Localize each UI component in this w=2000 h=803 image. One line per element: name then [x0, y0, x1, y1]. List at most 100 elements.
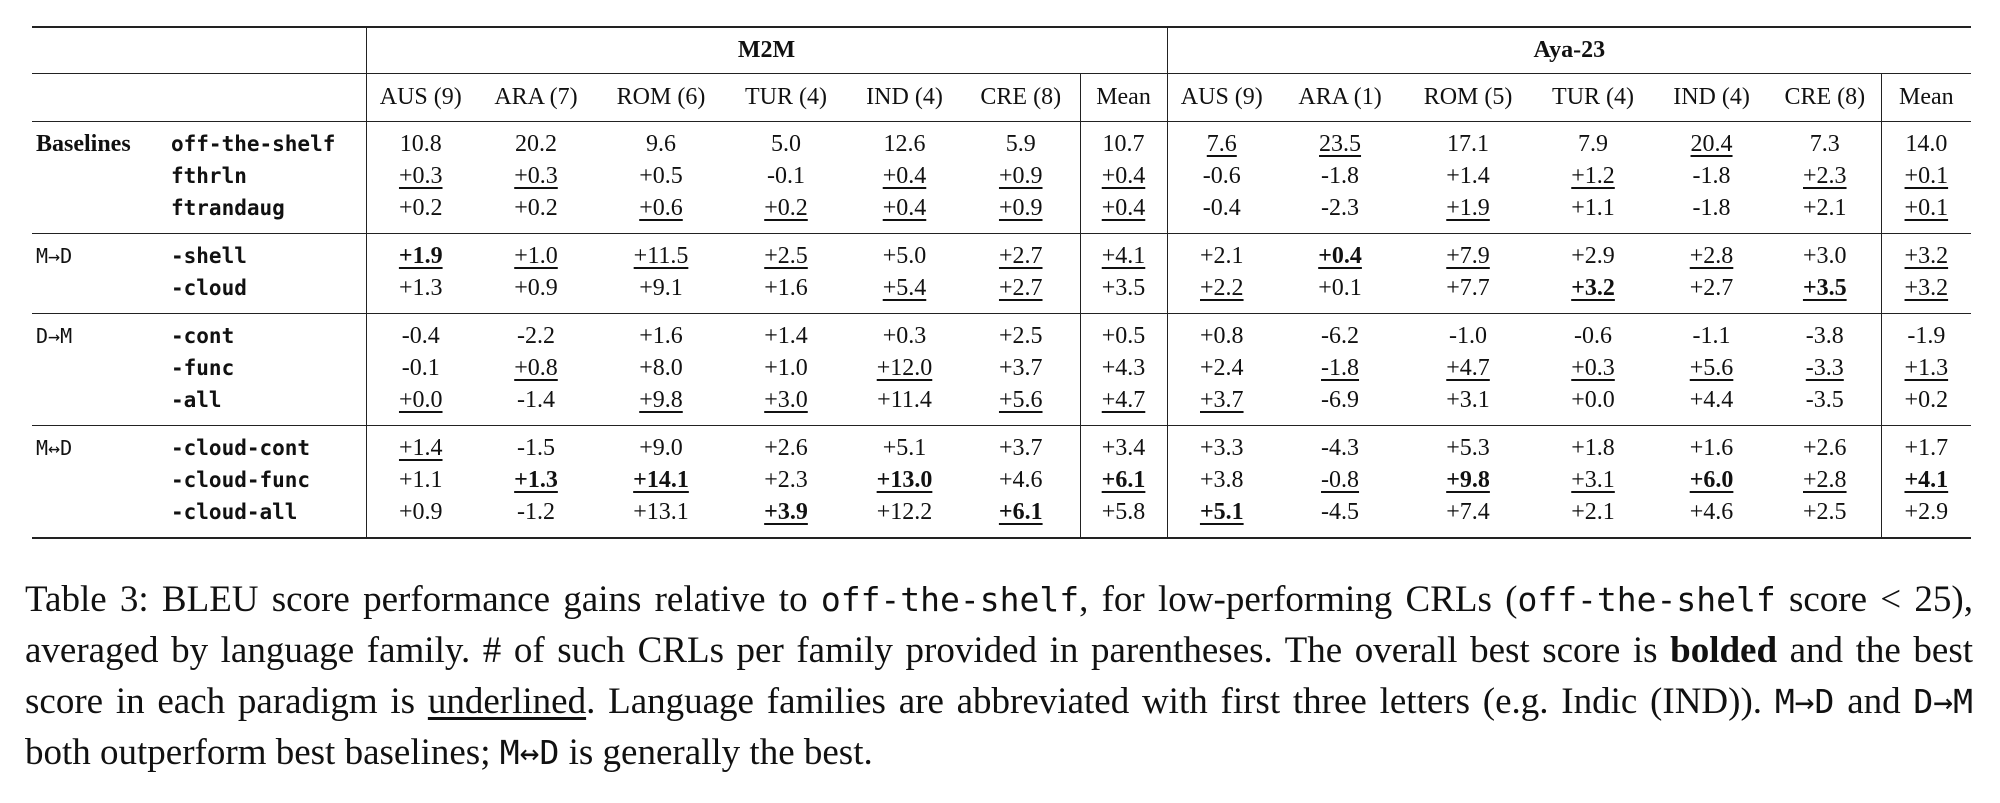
cell-value: +1.6 [639, 322, 683, 349]
cell: +0.9 [366, 496, 475, 539]
cell-value: +3.7 [998, 434, 1043, 461]
cell-value: +1.0 [764, 354, 808, 381]
cell-value: -2.2 [517, 322, 555, 349]
cell: -1.4 [475, 384, 597, 426]
cell-value: +2.3 [764, 466, 808, 493]
column-header: ROM (6) [597, 73, 725, 122]
column-header: ARA (1) [1276, 73, 1405, 122]
cell: +2.8 [1654, 234, 1769, 273]
cell-value: +5.1 [1199, 498, 1244, 525]
section-label [32, 352, 167, 384]
cell-value: +1.4 [398, 434, 443, 461]
cell: +6.1 [1080, 464, 1168, 496]
cell: 14.0 [1881, 122, 1971, 161]
cell-value: +9.0 [639, 434, 683, 461]
cell-value: +1.4 [764, 322, 808, 349]
cell: +0.9 [475, 272, 597, 314]
cell-value: +4.7 [1446, 354, 1490, 381]
cell: +1.7 [1881, 426, 1971, 465]
cell-value: -3.3 [1805, 354, 1844, 381]
cell: +2.7 [1654, 272, 1770, 314]
cell-value: +5.0 [882, 242, 927, 269]
cell: +3.7 [962, 352, 1081, 384]
cell-value: +9.8 [1446, 466, 1490, 493]
cell: 10.7 [1080, 121, 1168, 160]
cell-value: -0.6 [1574, 322, 1613, 349]
cell: -3.3 [1769, 352, 1882, 384]
cell: +2.9 [1532, 234, 1654, 273]
cell: +3.1 [1404, 384, 1533, 426]
cell-value: +1.9 [398, 242, 443, 269]
caption-segment: both outperform best baselines; [25, 732, 500, 773]
results-table: M2M Aya-23 AUS (9) ARA (7) ROM (6) TUR (4) IND… [32, 26, 1972, 539]
cell-value: 10.8 [399, 130, 442, 157]
cell-value: +2.1 [1571, 498, 1615, 525]
cell-value: -0.4 [1202, 194, 1241, 221]
cell: +0.4 [847, 160, 962, 192]
cell-value: +1.0 [514, 242, 558, 269]
cell-value: +3.7 [1200, 386, 1244, 413]
cell-value: -1.2 [517, 498, 555, 525]
cell: +2.7 [962, 233, 1081, 272]
cell-value: +2.7 [1689, 274, 1734, 301]
cell: -1.2 [475, 496, 597, 539]
data-row: -all +0.0 -1.4 +9.8 +3.0 +11.4 +5.6 +4.7 +3.7 -6.… [32, 384, 1972, 426]
cell-value: +0.4 [1101, 162, 1146, 189]
cell: +5.6 [962, 384, 1081, 426]
cell: +7.4 [1404, 496, 1533, 539]
cell: +0.0 [366, 384, 475, 426]
cell-value: +5.6 [998, 386, 1043, 413]
data-row: D→M -cont -0.4 -2.2 +1.6 +1.4 +0.3 +2.5 +0.5 +0.8… [32, 313, 1971, 353]
cell-value: +1.6 [764, 274, 808, 301]
section-label [32, 384, 167, 426]
header-row: M2M Aya-23 [32, 27, 1972, 74]
cell: +4.4 [1654, 384, 1770, 426]
caption-segment: underlined [427, 681, 587, 722]
cell-value: +0.0 [1571, 386, 1615, 413]
cell: +2.3 [1769, 160, 1882, 192]
cell: -0.6 [1532, 314, 1654, 353]
cell-value: +8.0 [639, 354, 683, 381]
row-label: -cloud-func [167, 464, 367, 496]
cell: +2.5 [1769, 496, 1882, 539]
cell: +6.1 [962, 496, 1081, 539]
section-label-text: D→M [36, 323, 73, 348]
column-header: AUS (9) [366, 73, 475, 122]
cell: +1.3 [366, 272, 475, 314]
cell: +2.8 [1769, 464, 1882, 496]
data-row: fthrln +0.3 +0.3 +0.5 -0.1 +0.4 +0.9 +0.4 -0.6 -1… [32, 160, 1971, 192]
cell: +3.8 [1167, 464, 1276, 496]
cell-value: +3.0 [1803, 242, 1847, 269]
section-label [32, 272, 167, 314]
cell-value: +12.2 [876, 498, 933, 525]
cell: -6.9 [1276, 384, 1405, 426]
cell-value: +0.0 [398, 386, 443, 413]
cell: +1.3 [475, 464, 597, 496]
cell: -4.5 [1276, 496, 1405, 539]
cell: +7.9 [1404, 234, 1532, 273]
cell-value: +11.4 [877, 386, 932, 413]
cell: +0.5 [1080, 313, 1168, 352]
row-label: -cloud-all [167, 496, 367, 539]
cell-value: +2.5 [764, 242, 808, 269]
table-body: M2M Aya-23 AUS (9) ARA (7) ROM (6) TUR (4) IND… [32, 27, 1972, 539]
cell-value: -1.5 [517, 434, 555, 461]
cell: +0.2 [725, 192, 847, 234]
data-row: M↔D -cloud-cont +1.4 -1.5 +9.0 +2.6 +5.1 +3.7 +3… [32, 425, 1971, 465]
cell-value: +3.5 [1802, 274, 1847, 301]
cell-value: +0.1 [1318, 274, 1362, 301]
cell: 20.4 [1654, 122, 1769, 161]
column-header: TUR (4) [1532, 73, 1655, 122]
section-label [32, 496, 167, 539]
cell-value: +2.5 [1803, 498, 1847, 525]
cell-value: 12.6 [883, 130, 926, 157]
cell: +2.6 [1769, 425, 1882, 464]
cell: +0.9 [962, 160, 1081, 192]
cell-value: +0.9 [514, 274, 558, 301]
cell-value: +2.3 [1803, 162, 1847, 189]
cell: -6.2 [1276, 314, 1404, 353]
column-header: AUS (9) [1167, 73, 1277, 122]
column-header: Mean [1881, 73, 1972, 122]
data-row: Baselines off-the-shelf 10.8 20.2 9.6 5.0 12.6… [32, 121, 1971, 161]
